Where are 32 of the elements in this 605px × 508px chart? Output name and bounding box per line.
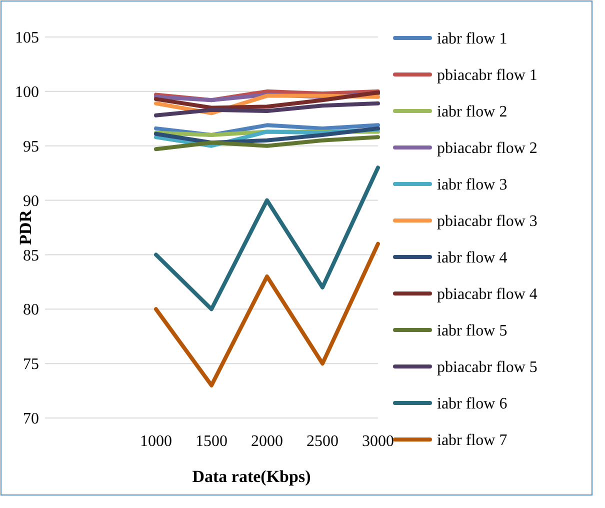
x-tick-label: 2500 — [306, 433, 338, 450]
x-tick-label: 3000 — [362, 433, 394, 450]
y-axis-title: PDR — [16, 209, 35, 245]
x-tick-label: 1500 — [196, 433, 228, 450]
legend-label: pbiacabr flow 3 — [437, 213, 538, 230]
x-tick-label: 1000 — [140, 433, 172, 450]
y-tick-label: 85 — [23, 247, 39, 264]
legend-label: pbiacabr flow 1 — [437, 67, 538, 84]
legend-label: pbiacabr flow 5 — [437, 359, 538, 376]
line-series — [154, 166, 380, 312]
y-tick-label: 90 — [23, 192, 39, 210]
y-tick-label: 80 — [23, 302, 39, 319]
legend-label: iabr flow 6 — [437, 396, 508, 413]
legend-label: iabr flow 5 — [437, 322, 508, 340]
x-tick-label: 2000 — [251, 433, 283, 450]
legend-label: iabr flow 2 — [437, 104, 508, 121]
line-series — [154, 101, 380, 118]
x-axis-title: Data rate(Kbps) — [192, 467, 311, 486]
y-tick-label: 95 — [23, 138, 39, 156]
legend-label: iabr flow 1 — [437, 30, 508, 48]
line-series — [154, 242, 380, 388]
line-series — [154, 90, 380, 110]
legend-label: iabr flow 3 — [437, 176, 508, 194]
y-tick-label: 75 — [23, 356, 39, 374]
legend-label: pbiacabr flow 2 — [437, 140, 538, 158]
y-tick-label: 105 — [15, 30, 39, 47]
y-tick-label: 70 — [23, 410, 39, 428]
legend-label: iabr flow 7 — [437, 432, 508, 450]
legend-label: iabr flow 4 — [437, 250, 508, 267]
line-series — [154, 135, 380, 152]
y-tick-label: 100 — [15, 84, 39, 102]
legend-label: pbiacabr flow 4 — [437, 286, 538, 304]
